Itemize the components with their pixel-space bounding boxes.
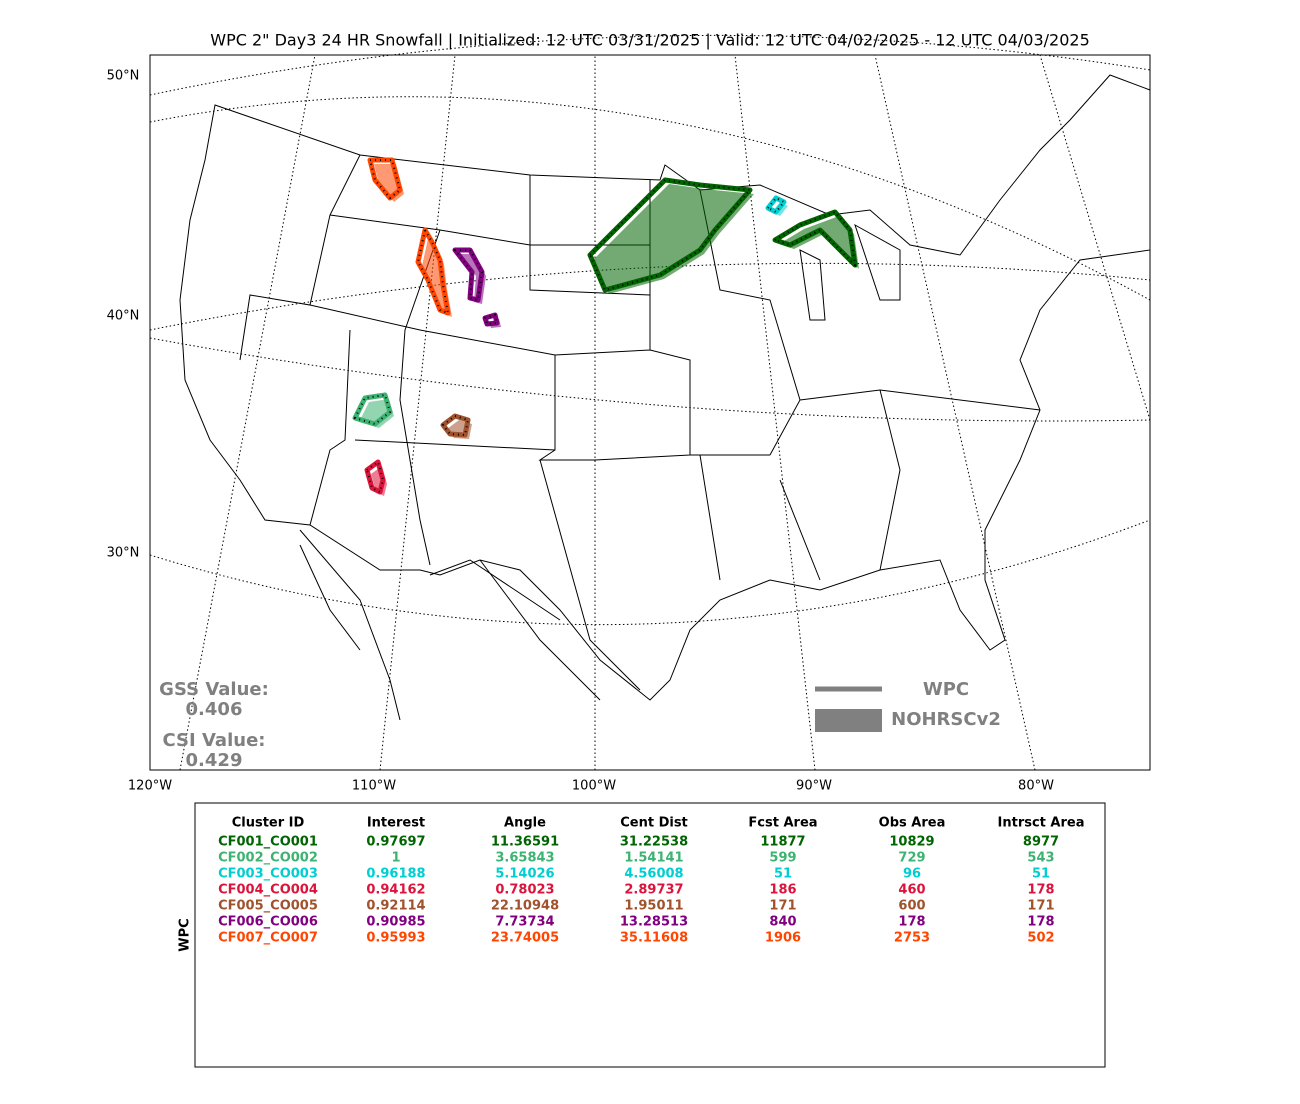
table-cell: 1.54141 [624,851,683,866]
legend-label: NOHRSCv2 [891,709,1001,730]
table-cell: CF004_CO004 [218,883,318,898]
table-cell: 31.22538 [620,835,688,850]
fcst-dots [483,313,499,326]
table-cell: 599 [769,851,796,866]
table-cell: 23.74005 [491,931,559,946]
table-cell: 729 [898,851,925,866]
table-cell: 0.97697 [366,835,425,850]
lat-label: 40°N [107,309,140,324]
table-cell: 600 [898,899,925,914]
table-cell: 178 [1027,883,1054,898]
lon-label: 90°W [796,779,832,794]
column-header: Cluster ID [232,816,305,831]
obs-area [779,216,859,269]
table-cell: 0.95993 [366,931,425,946]
table-cell: 13.28513 [620,915,688,930]
table-side-label: WPC [178,918,193,951]
csi-value: 0.429 [186,750,243,771]
table-cell: 1906 [765,931,801,946]
column-header: Cent Dist [620,816,688,831]
table-cell: 186 [769,883,796,898]
table-cell: CF002_CO002 [218,851,318,866]
table-cell: 5.14026 [495,867,554,882]
table-cell: 2753 [894,931,930,946]
column-header: Interest [367,816,425,831]
table-cell: 96 [903,867,921,882]
table-cell: 1.95011 [624,899,683,914]
table-cell: 1 [391,851,400,866]
column-header: Fcst Area [748,816,817,831]
table-frame [194,802,1106,1068]
table-cell: 0.78023 [495,883,554,898]
obs-area [594,184,754,294]
table-cell: CF007_CO007 [218,931,318,946]
table-cell: 7.73734 [495,915,554,930]
table-cell: 51 [1032,867,1050,882]
fcst-dots [452,249,484,302]
table-cell: CF001_CO001 [218,835,318,850]
table-cell: CF003_CO003 [218,867,318,882]
fcst-outline [364,459,386,495]
fcst-dots [772,210,857,268]
table-cell: 4.56008 [624,867,683,882]
fcst-outline [352,392,393,427]
lon-label: 120°W [128,779,172,794]
fcst-outline [765,195,787,215]
column-header: Obs Area [879,816,946,831]
column-header: Angle [504,816,546,831]
table-cell: 178 [898,915,925,930]
table-cell: 543 [1027,851,1054,866]
table-cell: 0.92114 [366,899,425,914]
table-cell: 51 [774,867,792,882]
map-frame [149,54,1151,771]
table-cell: 171 [1027,899,1054,914]
lat-label: 50°N [107,69,140,84]
gss-label: GSS Value: [159,679,269,700]
fcst-dots [441,414,470,437]
fcst-dots [588,178,753,292]
legend-area [815,709,882,732]
fcst-dots [416,227,450,315]
snow-clusters [352,157,859,496]
table-cell: 460 [898,883,925,898]
table-cell: 2.89737 [624,883,683,898]
lon-label: 110°W [352,779,396,794]
legend-label: WPC [923,679,969,700]
csi-label: CSI Value: [163,730,266,751]
table-cell: CF005_CO005 [218,899,318,914]
column-header: Intrsct Area [998,816,1085,831]
map-title: WPC 2" Day3 24 HR Snowfall | Initialized… [210,31,1090,50]
table-cell: 11.36591 [491,835,559,850]
table-cell: 10829 [889,835,934,850]
lon-label: 80°W [1018,779,1054,794]
table-cell: 35.11608 [620,931,688,946]
gss-value: 0.406 [186,699,243,720]
table-cell: 22.10948 [491,899,559,914]
lon-label: 100°W [572,779,616,794]
table-cell: CF006_CO006 [218,915,318,930]
lat-label: 30°N [107,546,140,561]
table-cell: 0.96188 [366,867,425,882]
table-cell: 840 [769,915,796,930]
table-cell: 178 [1027,915,1054,930]
table-cell: 8977 [1023,835,1059,850]
table-cell: 171 [769,899,796,914]
fcst-outline [367,157,403,201]
table-cell: 11877 [760,835,805,850]
table-cell: 0.94162 [366,883,425,898]
stats-table: Cluster ID Interest Angle Cent Dist Fcst Are… [218,816,1084,946]
table-cell: 0.90985 [366,915,425,930]
table-cell: 3.65843 [495,851,554,866]
table-cell: 502 [1027,931,1054,946]
